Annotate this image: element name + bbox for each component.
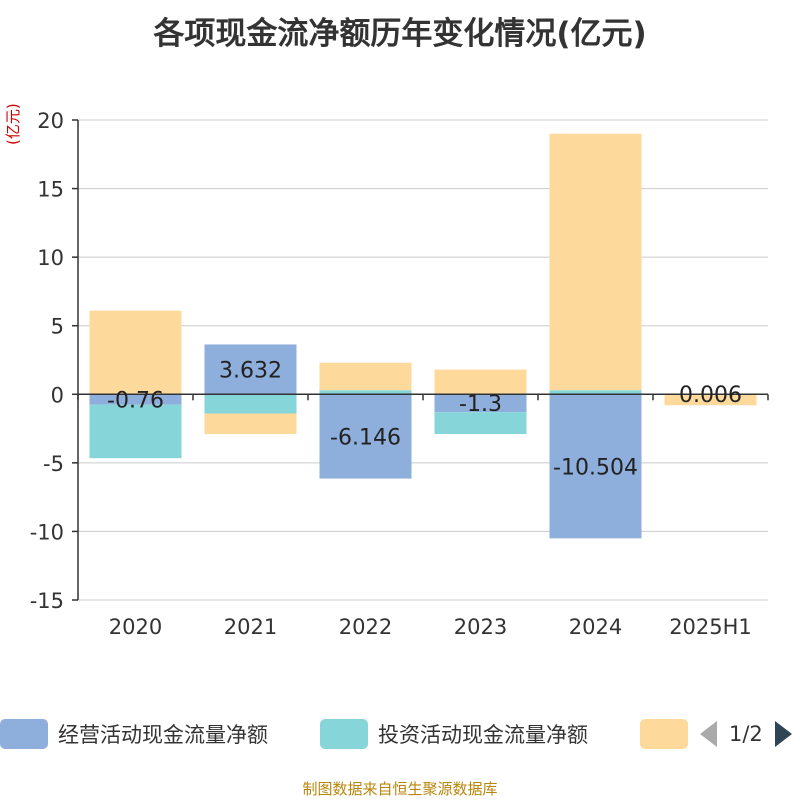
data-label: 3.632: [219, 358, 282, 383]
chart-title: 各项现金流净额历年变化情况(亿元): [153, 16, 647, 52]
bar-3-2020: [89, 310, 182, 395]
legend-swatch-third: [640, 719, 688, 749]
data-label: 0.006: [679, 383, 742, 408]
bar-1-2021: [204, 344, 297, 395]
bar-1-2020: [89, 394, 182, 405]
x-tick-label: 2021: [224, 615, 277, 639]
data-label: -10.504: [553, 455, 638, 480]
data-label: -6.146: [330, 425, 401, 450]
bar-3-2021: [204, 413, 297, 435]
y-tick-label: 20: [37, 109, 64, 133]
bar-chart: 20 15 10 5 0 -5 -10 -15 2020 2021 2022 2023 2024 2025…: [30, 109, 769, 639]
x-tick-label: 2023: [454, 615, 507, 639]
legend-item-third[interactable]: [640, 716, 698, 752]
x-tick-label: 2020: [109, 615, 162, 639]
legend-swatch-investing: [320, 719, 368, 749]
y-tick-label: -5: [43, 452, 64, 476]
legend-label-investing: 投资活动现金流量净额: [378, 723, 588, 747]
bar-2-2024: [549, 390, 642, 395]
y-tick-label: 5: [51, 315, 64, 339]
x-tick-label: 2024: [569, 615, 622, 639]
legend-label-operating: 经营活动现金流量净额: [58, 723, 268, 747]
y-tick-label: 10: [37, 246, 64, 270]
y-tick-label: 0: [51, 383, 64, 407]
legend-item-operating[interactable]: 经营活动现金流量净额: [0, 716, 268, 752]
bar-1-2024: [549, 394, 642, 539]
legend: 经营活动现金流量净额 投资活动现金流量净额 1/2: [0, 716, 800, 752]
bar-2-2020: [89, 404, 182, 459]
bar-3-2023: [434, 369, 527, 395]
pager-text: 1/2: [729, 722, 763, 746]
pager-prev-icon[interactable]: [700, 721, 717, 747]
y-tick-label: 15: [37, 178, 64, 202]
bar-2-2022: [319, 390, 412, 395]
bar-2-2023: [434, 412, 527, 435]
y-tick-label: -15: [30, 589, 64, 613]
bar-2-2021: [204, 394, 297, 414]
x-tick-label: 2025H1: [669, 615, 752, 639]
y-tick-label: -10: [30, 520, 64, 544]
x-tick-label: 2022: [339, 615, 392, 639]
bar-3-2024: [549, 133, 642, 391]
data-label: -0.76: [107, 388, 164, 413]
source-note: 制图数据来自恒生聚源数据库: [302, 780, 498, 798]
bar-1-2023: [434, 394, 527, 413]
bar-1-2022: [319, 394, 412, 479]
bar-3-2022: [319, 362, 412, 391]
legend-pager: 1/2: [700, 716, 792, 752]
data-label: -1.3: [459, 392, 502, 417]
pager-next-icon[interactable]: [774, 721, 792, 747]
bar-3-2025H1: [664, 394, 757, 406]
legend-swatch-operating: [0, 719, 48, 749]
legend-item-investing[interactable]: 投资活动现金流量净额: [320, 716, 588, 752]
